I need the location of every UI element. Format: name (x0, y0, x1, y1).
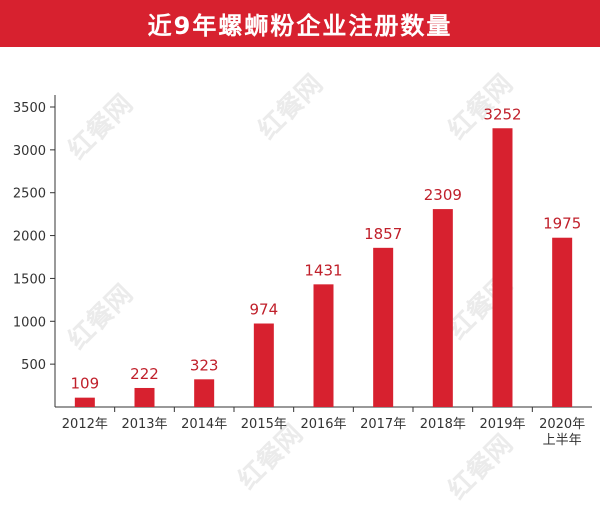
data-label: 109 (71, 375, 100, 393)
bar (432, 209, 453, 407)
data-label: 222 (130, 365, 159, 383)
x-tick-label: 2013年 (121, 417, 167, 432)
data-label: 1975 (543, 215, 581, 233)
data-label: 1431 (304, 261, 342, 279)
data-label: 323 (190, 356, 219, 374)
bar (552, 237, 573, 407)
x-tick-label: 上半年 (543, 433, 582, 448)
data-label: 974 (250, 301, 279, 319)
bar (253, 323, 274, 407)
title-banner: 近9年螺蛳粉企业注册数量 (0, 0, 600, 47)
y-tick-label: 1000 (13, 315, 46, 330)
bar-chart: 500 1000 1500 2000 2500 3000 3500 109 2012年 222 20… (13, 95, 592, 448)
data-label: 2309 (424, 186, 462, 204)
y-tick-label: 3500 (13, 101, 46, 116)
chart-title: 近9年螺蛳粉企业注册数量 (147, 12, 453, 40)
y-tick-label: 500 (21, 358, 46, 373)
bar (492, 128, 513, 407)
x-tick-label: 2018年 (420, 417, 466, 432)
data-label: 1857 (364, 225, 402, 243)
x-tick-label: 2019年 (479, 417, 525, 432)
x-tick-label: 2020年 (539, 417, 585, 432)
x-tick-label: 2015年 (241, 417, 287, 432)
chart-area: 红餐网 红餐网 红餐网 红餐网 红餐网 红餐网 红餐网 500 1000 1500 2… (0, 47, 600, 505)
x-tick-label: 2012年 (62, 417, 108, 432)
y-tick-label: 1500 (13, 272, 46, 287)
x-tick-label: 2014年 (181, 417, 227, 432)
x-tick-label: 2016年 (300, 417, 346, 432)
x-tick-label: 2017年 (360, 417, 406, 432)
bar (134, 387, 155, 407)
bar (373, 247, 394, 407)
data-label: 3252 (483, 105, 521, 123)
y-tick-label: 2000 (13, 230, 46, 245)
bar (74, 397, 95, 407)
y-tick-label: 2500 (13, 187, 46, 202)
bar (194, 379, 215, 407)
bar (313, 284, 334, 407)
y-tick-label: 3000 (13, 144, 46, 159)
